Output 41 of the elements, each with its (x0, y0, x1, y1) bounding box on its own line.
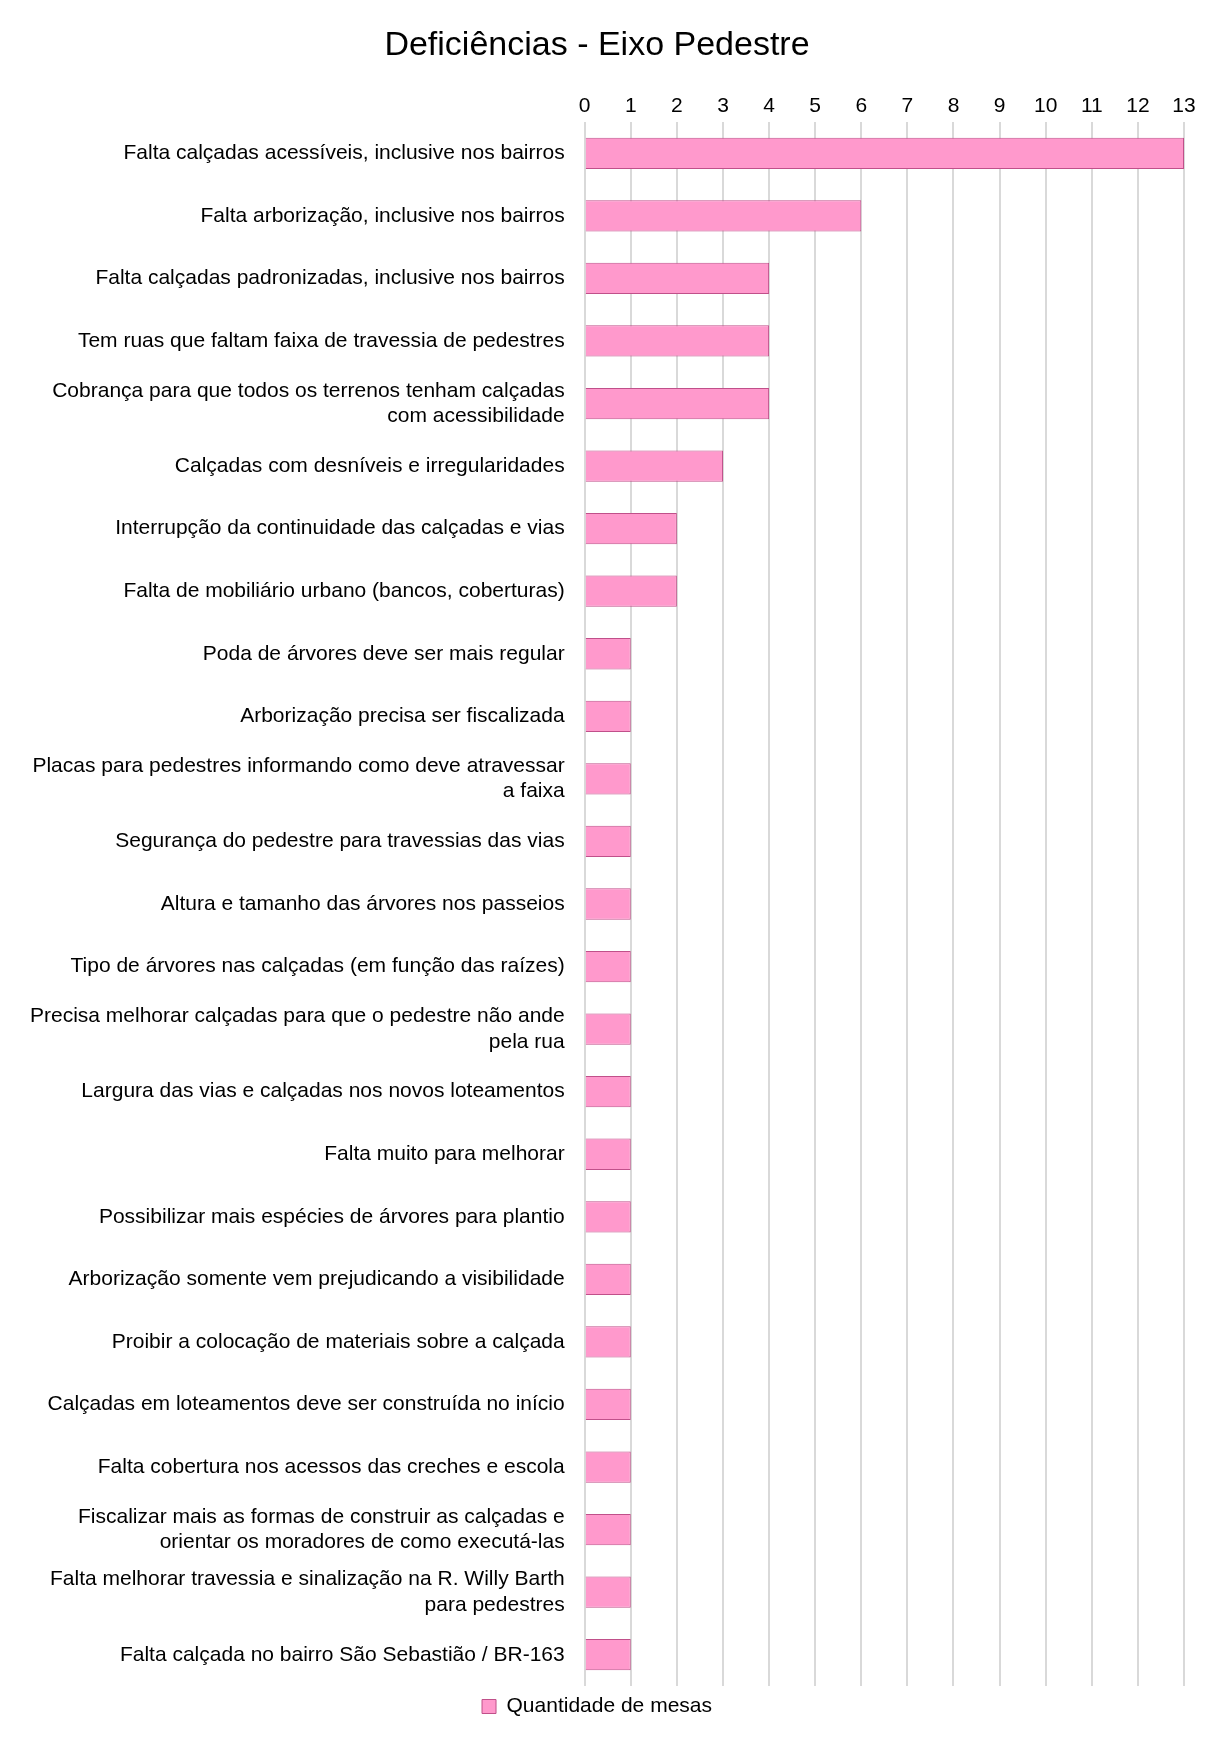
y-tick-label: Calçadas com desníveis e irregularidades (174, 452, 565, 476)
y-tick-label: Largura das vias e calçadas nos novos loteamentos (81, 1078, 565, 1102)
x-tick-label: 3 (717, 93, 729, 117)
y-tick-label: Falta cobertura nos acessos das creches e escola (97, 1453, 565, 1477)
y-tick-label: Altura e tamanho das árvores nos passeios (160, 890, 565, 914)
y-tick-label: Falta calçadas acessíveis, inclusive nos bairros (123, 140, 565, 164)
x-tick-label: 0 (578, 93, 591, 117)
y-tick-label: Placas para pedestres informando como deve atravessar a faixa (32, 753, 565, 802)
y-tick-label: Falta calçadas padronizadas, inclusive nos bairros (95, 265, 565, 289)
x-tick-label: 5 (809, 93, 822, 117)
y-tick-label: Cobrança para que todos os terrenos tenham calçadas com acessibilidade (52, 377, 565, 426)
y-tick-label: Tipo de árvores nas calçadas (em função das raízes) (70, 953, 565, 977)
chart-title: Deficiências - Eixo Pedestre (384, 23, 810, 62)
y-tick-label: Falta melhorar travessia e sinalização na R. Willy Barth para pedestres (49, 1566, 565, 1615)
y-tick-label: Arborização somente vem prejudicando a visibilidade (68, 1266, 565, 1290)
x-tick-label: 10 (1034, 93, 1058, 117)
y-tick-label: Arborização precisa ser fiscalizada (240, 703, 565, 727)
x-tick-label: 8 (947, 93, 960, 117)
x-tick-label: 12 (1126, 93, 1150, 117)
legend-label: Quantidade de mesas (506, 1693, 712, 1717)
y-tick-label: Calçadas em loteamentos deve ser construída no início (47, 1391, 565, 1415)
x-tick-label: 13 (1172, 93, 1196, 117)
x-tick-label: 2 (671, 93, 683, 117)
y-tick-label: Segurança do pedestre para travessias das vias (115, 828, 565, 852)
x-tick-label: 4 (763, 93, 776, 117)
y-tick-label: Precisa melhorar calçadas para que o pedestre não ande pela rua (30, 1003, 565, 1052)
y-tick-label: Interrupção da continuidade das calçadas e vias (115, 515, 565, 539)
y-tick-label: Falta arborização, inclusive nos bairros (200, 202, 565, 226)
y-tick-label: Falta muito para melhorar (324, 1141, 565, 1165)
y-tick-label: Falta calçada no bairro São Sebastião / BR-163 (119, 1641, 565, 1665)
y-tick-label: Poda de árvores deve ser mais regular (202, 640, 565, 664)
y-tick-label: Fiscalizar mais as formas de construir as calçadas e orientar os moradores de como executá-las (78, 1503, 565, 1552)
x-tick-label: 9 (993, 93, 1006, 117)
y-tick-label: Falta de mobiliário urbano (bancos, coberturas) (123, 578, 565, 601)
x-tick-label: 11 (1080, 93, 1103, 117)
y-tick-label: Possibilizar mais espécies de árvores para plantio (98, 1203, 565, 1227)
x-tick-label: 6 (855, 93, 868, 117)
y-tick-label: Tem ruas que faltam faixa de travessia de pedestres (77, 327, 565, 351)
y-tick-label: Proibir a colocação de materiais sobre a calçada (111, 1328, 565, 1352)
x-tick-label: 7 (901, 93, 914, 117)
x-tick-label: 1 (624, 93, 637, 117)
